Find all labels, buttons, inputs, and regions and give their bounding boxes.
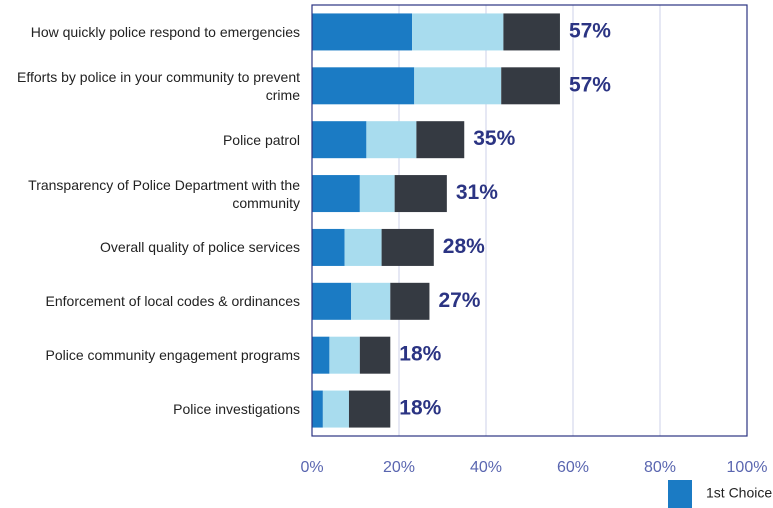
total-label: 31% [456, 181, 498, 204]
category-label: Enforcement of local codes & ordinances [45, 293, 300, 310]
bar-segment [359, 336, 391, 374]
bar-segment [414, 67, 502, 105]
bar-segment [312, 121, 367, 159]
total-label: 28% [443, 235, 485, 258]
bar-segment [344, 228, 382, 266]
category-label: Police investigations [173, 401, 300, 418]
bar-segment [312, 175, 360, 213]
category-label: Overall quality of police services [100, 239, 300, 256]
x-tick-label: 0% [300, 459, 323, 476]
bar-segment [322, 390, 349, 428]
bar-segment [416, 121, 465, 159]
bar-segment [351, 282, 391, 320]
bar-segment [366, 121, 417, 159]
x-tick-label: 20% [383, 459, 415, 476]
bar-segment [394, 175, 447, 213]
bar-segment [503, 13, 560, 51]
total-label: 57% [569, 73, 611, 96]
legend-label: 1st Choice [706, 485, 772, 501]
bar-segment [412, 13, 504, 51]
bar-segment [312, 13, 413, 51]
plot-border [311, 4, 748, 437]
total-label: 18% [399, 343, 441, 366]
total-label: 57% [569, 19, 611, 42]
bar-segment [381, 228, 434, 266]
x-tick-label: 100% [727, 459, 768, 476]
x-tick-label: 60% [557, 459, 589, 476]
bar-segment [312, 282, 352, 320]
bar-segment [390, 282, 430, 320]
legend-swatch [668, 480, 692, 508]
total-label: 27% [438, 289, 480, 312]
category-label: Police patrol [222, 131, 300, 148]
bar-segment [359, 175, 395, 213]
category-label: Transparency of Police Department with t… [28, 176, 300, 211]
bar-segment [348, 390, 391, 428]
category-label: How quickly police respond to emergencie… [30, 23, 300, 40]
category-label: Efforts by police in your community to p… [17, 68, 300, 103]
x-tick-label: 40% [470, 459, 502, 476]
bar-segment [312, 390, 323, 428]
total-label: 35% [473, 127, 515, 150]
bar-segment [501, 67, 560, 105]
total-label: 18% [399, 397, 441, 420]
bar-segment [329, 336, 360, 374]
bar-segment [312, 336, 330, 374]
x-tick-label: 80% [644, 459, 676, 476]
bar-segment [312, 228, 345, 266]
bar-segment [312, 67, 415, 105]
category-label: Police community engagement programs [45, 347, 300, 364]
